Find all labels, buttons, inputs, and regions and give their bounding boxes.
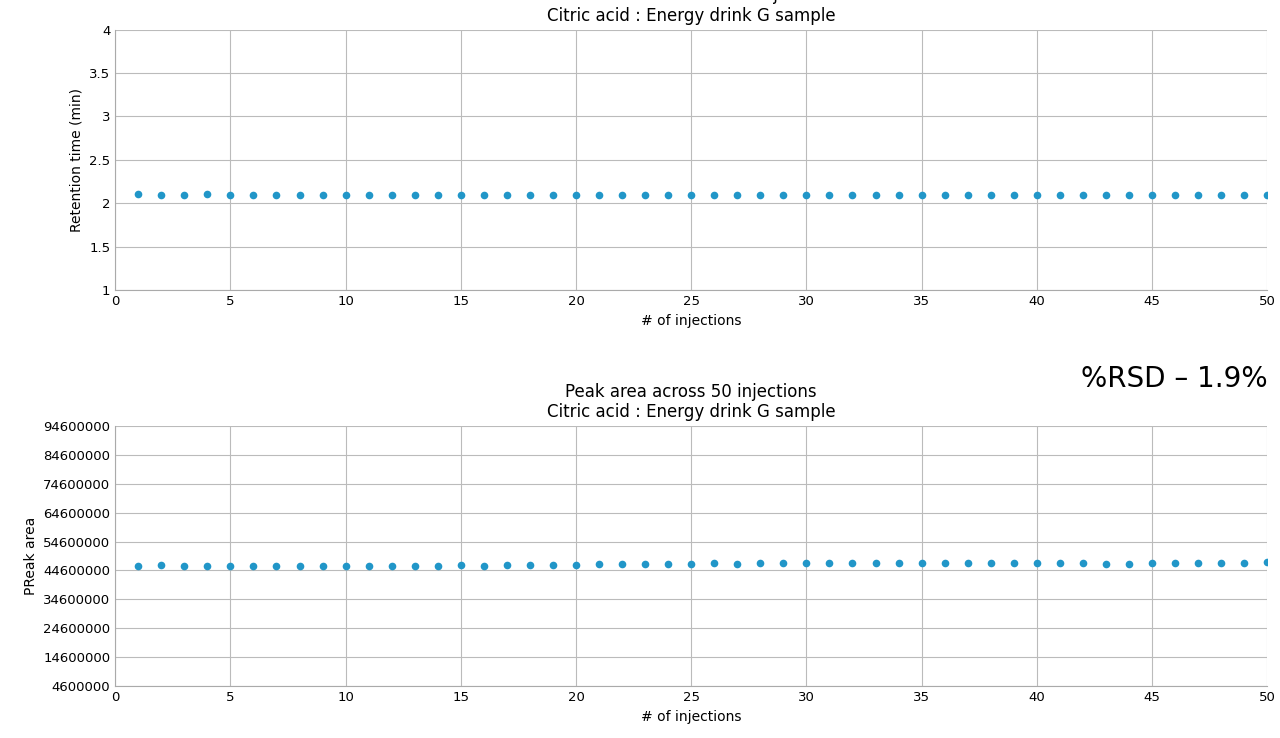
Text: %RSD – 1.9%: %RSD – 1.9%: [1080, 365, 1267, 393]
Title: Retention time across 50 injections
Citric acid : Energy drink G sample: Retention time across 50 injections Citr…: [545, 0, 837, 25]
Y-axis label: Retention time (min): Retention time (min): [69, 88, 83, 232]
X-axis label: # of injections: # of injections: [641, 314, 741, 328]
X-axis label: # of injections: # of injections: [641, 710, 741, 724]
Y-axis label: PReak area: PReak area: [23, 517, 37, 595]
Title: Peak area across 50 injections
Citric acid : Energy drink G sample: Peak area across 50 injections Citric ac…: [547, 382, 836, 421]
